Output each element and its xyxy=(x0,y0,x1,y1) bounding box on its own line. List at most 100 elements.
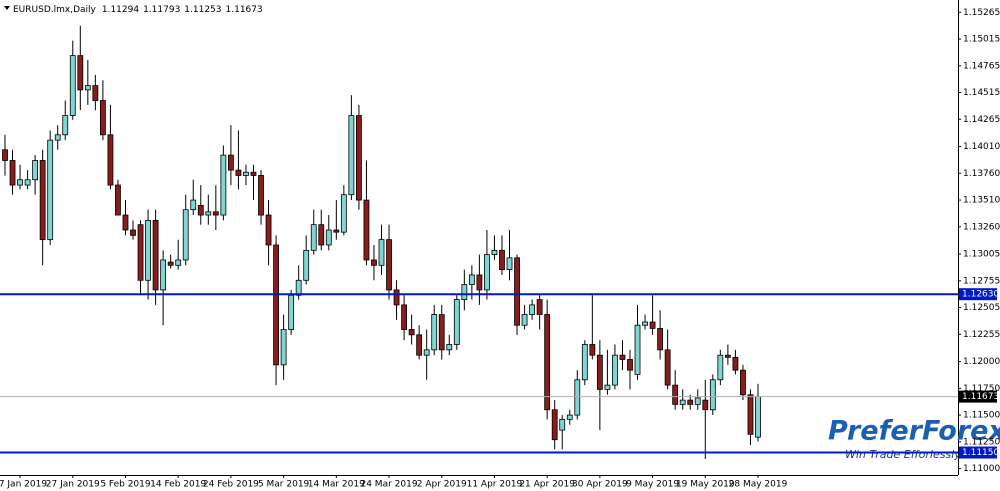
y-tick-label: 1.11500 xyxy=(963,411,1000,421)
candle-body xyxy=(356,115,362,201)
candle-body xyxy=(679,399,686,405)
y-tick-label: 1.13760 xyxy=(963,169,1000,179)
candle-body xyxy=(732,356,739,371)
x-tick-label: 2 Apr 2019 xyxy=(417,480,467,490)
candle-body xyxy=(499,249,505,270)
candle-body xyxy=(17,179,23,186)
candle-body xyxy=(408,329,415,336)
candle-body xyxy=(227,154,234,171)
y-tick-label: 1.14765 xyxy=(963,61,1000,71)
y-tick-label: 1.15265 xyxy=(963,8,1000,18)
candle-body xyxy=(649,321,656,329)
chart-header: EURUSD.lmx,Daily 1.11294 1.11793 1.11253 1.1… xyxy=(13,5,263,15)
candle-body xyxy=(401,304,407,330)
candle-body xyxy=(702,399,709,411)
y-tick-label: 1.11000 xyxy=(963,464,1000,474)
candle-body xyxy=(755,396,761,438)
candle-body xyxy=(581,344,588,381)
symbol: EURUSD.lmx,Daily xyxy=(13,5,97,15)
candle-body xyxy=(393,289,400,306)
candle-body xyxy=(642,321,648,326)
candle-body xyxy=(295,279,302,296)
candle-body xyxy=(687,399,694,405)
candle-body xyxy=(612,354,618,386)
current-price-box xyxy=(959,390,997,403)
x-tick-label: 17 Jan 2019 xyxy=(0,480,47,490)
x-tick-label: 5 Mar 2019 xyxy=(258,480,310,490)
header-low: 1.11253 xyxy=(184,5,221,15)
candle-body xyxy=(634,324,641,375)
candle-body xyxy=(137,224,144,281)
candle-body xyxy=(740,369,746,396)
candle-body xyxy=(386,239,392,291)
candle-body xyxy=(536,299,543,315)
candle-body xyxy=(604,384,611,390)
candle-body xyxy=(709,379,716,411)
candle-body xyxy=(62,115,69,136)
candle-body xyxy=(288,294,295,330)
candle-body xyxy=(182,209,189,261)
candle-body xyxy=(325,229,332,246)
candle-body xyxy=(32,160,39,181)
candle-body xyxy=(318,224,325,246)
y-tick-label: 1.15015 xyxy=(963,35,1000,45)
candle-body xyxy=(431,314,438,351)
x-tick-label: 21 Apr 2019 xyxy=(519,480,575,490)
candle-body xyxy=(258,175,264,216)
candle-body xyxy=(619,354,626,360)
candle-body xyxy=(122,214,129,231)
candle-body xyxy=(273,244,279,366)
candle-body xyxy=(197,205,204,216)
candle-body xyxy=(54,134,61,141)
y-tick-label: 1.13510 xyxy=(963,196,1000,206)
candle-body xyxy=(69,55,76,116)
candle-body xyxy=(506,257,513,270)
candle-body xyxy=(190,199,197,211)
candle-body xyxy=(303,249,310,281)
candle-body xyxy=(130,229,136,236)
candle-body xyxy=(514,257,520,326)
candle-body xyxy=(280,329,287,366)
x-tick-label: 14 Feb 2019 xyxy=(150,480,206,490)
candle-body xyxy=(310,224,317,251)
candle-body xyxy=(559,418,566,431)
candle-body xyxy=(468,274,475,285)
x-tick-label: 9 May 2019 xyxy=(626,480,679,490)
candle-body xyxy=(521,314,528,326)
current-price-label: 1.11673 xyxy=(962,392,999,402)
x-tick-label: 27 Jan 2019 xyxy=(46,480,100,490)
menu-triangle[interactable] xyxy=(4,6,10,10)
candle-body xyxy=(160,259,167,291)
candle-body xyxy=(205,211,212,216)
y-tick-label: 1.12755 xyxy=(963,276,1000,286)
candle-body xyxy=(747,394,754,435)
brand: PreferForex xyxy=(828,416,1000,447)
candle-body xyxy=(265,214,272,246)
y-tick-label: 1.12255 xyxy=(963,330,1000,340)
candle-body xyxy=(348,115,355,196)
x-tick-label: 5 Feb 2019 xyxy=(100,480,151,490)
header-close: 1.11673 xyxy=(226,5,263,15)
candle-body xyxy=(446,344,453,351)
candle-body xyxy=(99,100,106,136)
candle-body xyxy=(333,229,340,233)
candle-body xyxy=(152,219,159,291)
candle-body xyxy=(77,55,84,91)
candle-body xyxy=(212,211,219,216)
candle-body xyxy=(574,379,581,416)
x-tick-label: 14 Mar 2019 xyxy=(308,480,365,490)
x-tick-label: 19 May 2019 xyxy=(676,480,735,490)
candle-body xyxy=(423,349,430,356)
candle-body xyxy=(2,149,8,161)
level-box xyxy=(959,446,997,459)
candle-body xyxy=(250,171,257,176)
candle-body xyxy=(438,314,445,351)
y-tick-label: 1.14010 xyxy=(963,142,1000,152)
level-label: 1.11150 xyxy=(962,448,999,458)
candle-body xyxy=(175,259,182,266)
candle-body xyxy=(461,284,468,300)
candle-body xyxy=(672,384,679,405)
y-tick-label: 1.13005 xyxy=(963,250,1000,260)
candle-body xyxy=(145,219,151,281)
candle-body xyxy=(484,254,490,291)
